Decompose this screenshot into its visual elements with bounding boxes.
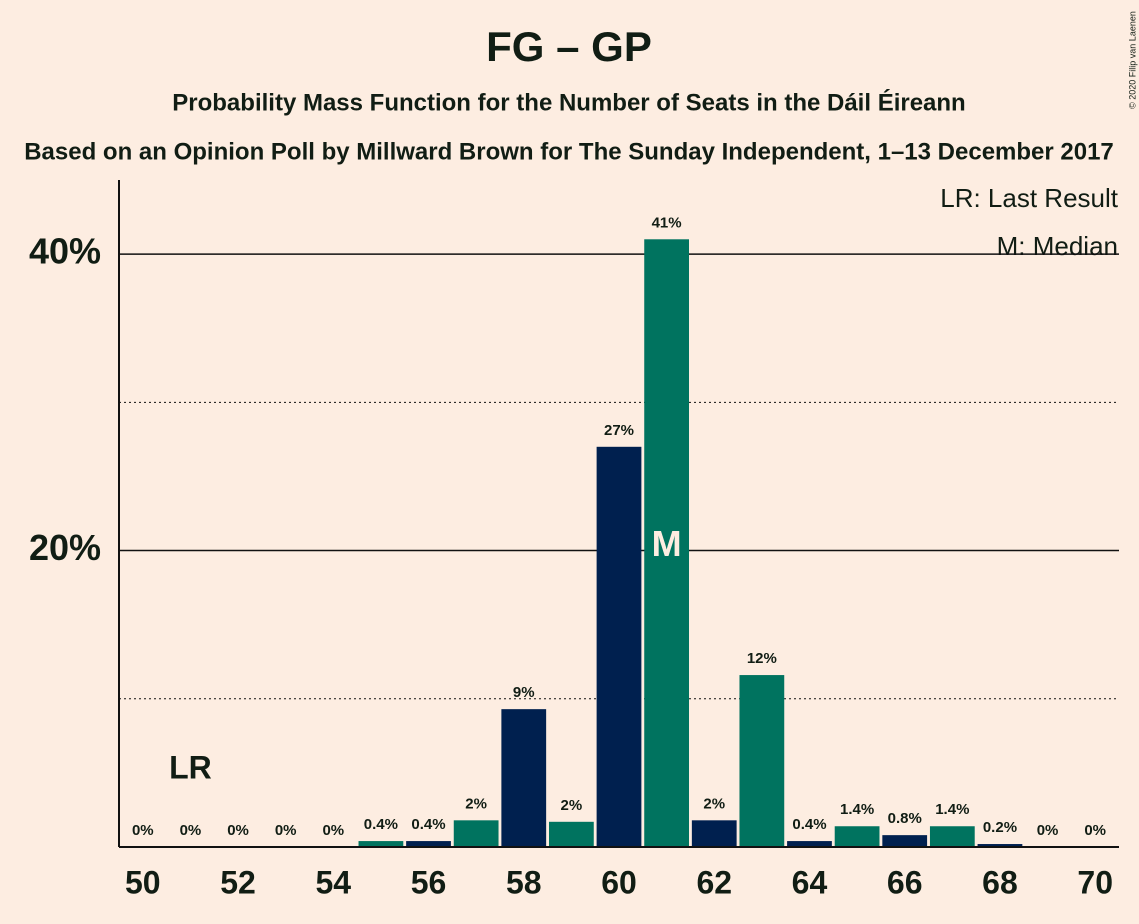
value-label: 0% (227, 822, 249, 839)
bar (691, 820, 737, 847)
bar (406, 841, 451, 847)
value-label: 0% (180, 822, 202, 839)
bar (977, 844, 1023, 847)
x-tick-label: 60 (601, 864, 637, 900)
bar (739, 675, 785, 847)
bar (882, 835, 928, 847)
value-label: 2% (465, 795, 487, 812)
value-label: 1.4% (840, 801, 874, 818)
last-result-marker: LR (169, 749, 212, 785)
legend-entry: LR: Last Result (940, 183, 1119, 213)
value-label: 9% (513, 684, 535, 701)
value-label: 0.8% (888, 810, 922, 827)
value-label: 0% (322, 822, 344, 839)
y-tick-label: 20% (29, 527, 101, 568)
y-tick-label: 40% (29, 231, 101, 272)
x-tick-label: 66 (887, 864, 923, 900)
copyright: © 2020 Filip van Laenen (1127, 11, 1137, 109)
x-tick-label: 54 (315, 864, 351, 900)
median-marker: M (652, 523, 682, 564)
value-label: 0% (1084, 822, 1106, 839)
value-label: 0% (1037, 822, 1059, 839)
x-tick-label: 52 (220, 864, 256, 900)
chart-title: FG – GP (486, 23, 652, 70)
x-tick-label: 56 (411, 864, 447, 900)
legend-entry: M: Median (997, 231, 1118, 261)
bar (596, 446, 642, 847)
value-label: 12% (747, 650, 777, 667)
x-tick-label: 70 (1077, 864, 1113, 900)
value-label: 0% (275, 822, 297, 839)
chart-subtitle-2: Based on an Opinion Poll by Millward Bro… (24, 138, 1114, 165)
bar (453, 820, 499, 847)
x-tick-label: 68 (982, 864, 1018, 900)
value-label: 0% (132, 822, 154, 839)
x-tick-label: 50 (125, 864, 161, 900)
chart-subtitle: Probability Mass Function for the Number… (172, 88, 965, 116)
value-label: 2% (561, 797, 583, 814)
value-label: 0.4% (411, 816, 445, 833)
value-label: 0.4% (364, 816, 398, 833)
bar (787, 841, 832, 847)
value-label: 2% (703, 795, 725, 812)
bar (644, 239, 689, 848)
bar (358, 841, 404, 847)
bar (549, 821, 594, 847)
value-label: 1.4% (935, 801, 969, 818)
bar (929, 826, 975, 847)
value-label: 0.4% (792, 816, 826, 833)
value-label: 27% (604, 422, 634, 439)
x-tick-label: 58 (506, 864, 542, 900)
bar (501, 709, 547, 847)
value-label: 0.2% (983, 819, 1017, 836)
x-tick-label: 62 (696, 864, 732, 900)
x-tick-label: 64 (792, 864, 828, 900)
bar (834, 826, 880, 847)
value-label: 41% (652, 214, 682, 231)
